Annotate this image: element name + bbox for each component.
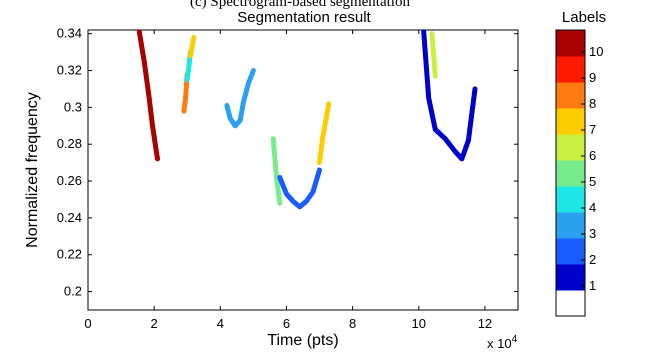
x-axis-label: Time (pts) [267, 332, 338, 349]
colorbar-swatch [556, 290, 585, 317]
segment-label-5-trace [270, 136, 283, 206]
y-axis-label: Normalized frequency [24, 92, 41, 248]
colorbar-tick-label: 10 [589, 44, 603, 59]
x-multiplier: x 104 [487, 334, 518, 351]
x-multiplier-exponent: 4 [512, 334, 518, 345]
segment-label-7-trace [188, 34, 197, 59]
colorbar-swatch [556, 264, 585, 291]
colorbar-tick-label: 2 [589, 252, 596, 267]
colorbar-swatch [556, 30, 585, 57]
y-tick-label: 0.2 [64, 284, 82, 299]
y-tick-label: 0.22 [57, 247, 82, 262]
segment-label-8-trace [181, 71, 190, 114]
y-tick-label: 0.24 [57, 210, 82, 225]
colorbar-swatch [556, 212, 585, 239]
x-tick-label: 10 [412, 316, 426, 331]
y-tick-label: 0.32 [57, 63, 82, 78]
data-layer [136, 29, 478, 210]
figure-caption: (c) Spectrogram-based segmentation [190, 0, 410, 10]
segment-label-3-trace [224, 68, 256, 129]
colorbar-tick-label: 5 [589, 174, 596, 189]
segment-label-6-trace [429, 31, 438, 79]
x-multiplier-base: x 10 [487, 336, 512, 351]
colorbar-title: Labels [562, 9, 606, 26]
y-tick-label: 0.34 [57, 26, 82, 41]
segment-label-1-trace [421, 29, 478, 162]
chart-title: Segmentation result [237, 9, 371, 26]
colorbar-swatch [556, 160, 585, 187]
y-tick-label: 0.28 [57, 136, 82, 151]
colorbar-swatch [556, 108, 585, 135]
colorbar-swatch [556, 186, 585, 213]
colorbar-swatch [556, 82, 585, 109]
colorbar-frame [555, 29, 586, 317]
plot-area [87, 29, 519, 311]
tick-layer: 0 2 4 6 8 10 12 0.2 0.22 0.24 0.26 0.28 0.3 0.32 0.34 [57, 26, 518, 331]
segment-label-10-trace [136, 29, 160, 162]
colorbar-tick-label: 8 [589, 96, 596, 111]
colorbar-tick-label: 3 [589, 226, 596, 241]
colorbar-tick-label: 1 [589, 278, 596, 293]
x-tick-label: 4 [217, 316, 224, 331]
colorbar-tick-label: 7 [589, 122, 596, 137]
x-tick-label: 8 [349, 316, 356, 331]
colorbar-tick-label: 4 [589, 200, 596, 215]
x-tick-label: 6 [283, 316, 290, 331]
x-tick-label: 12 [478, 316, 492, 331]
x-tick-label: 2 [151, 316, 158, 331]
colorbar-tick-label: 6 [589, 148, 596, 163]
colorbar: 1 2 3 4 5 6 7 8 9 10 [555, 29, 603, 317]
y-tick-label: 0.26 [57, 173, 82, 188]
colorbar-swatch [556, 134, 585, 161]
y-tick-label: 0.3 [64, 99, 82, 114]
segment-label-7-trace [317, 101, 332, 166]
colorbar-swatch [556, 238, 585, 265]
segment-label-2-trace [277, 167, 322, 210]
x-tick-label: 0 [84, 316, 91, 331]
colorbar-tick-label: 9 [589, 70, 596, 85]
colorbar-swatch [556, 56, 585, 83]
